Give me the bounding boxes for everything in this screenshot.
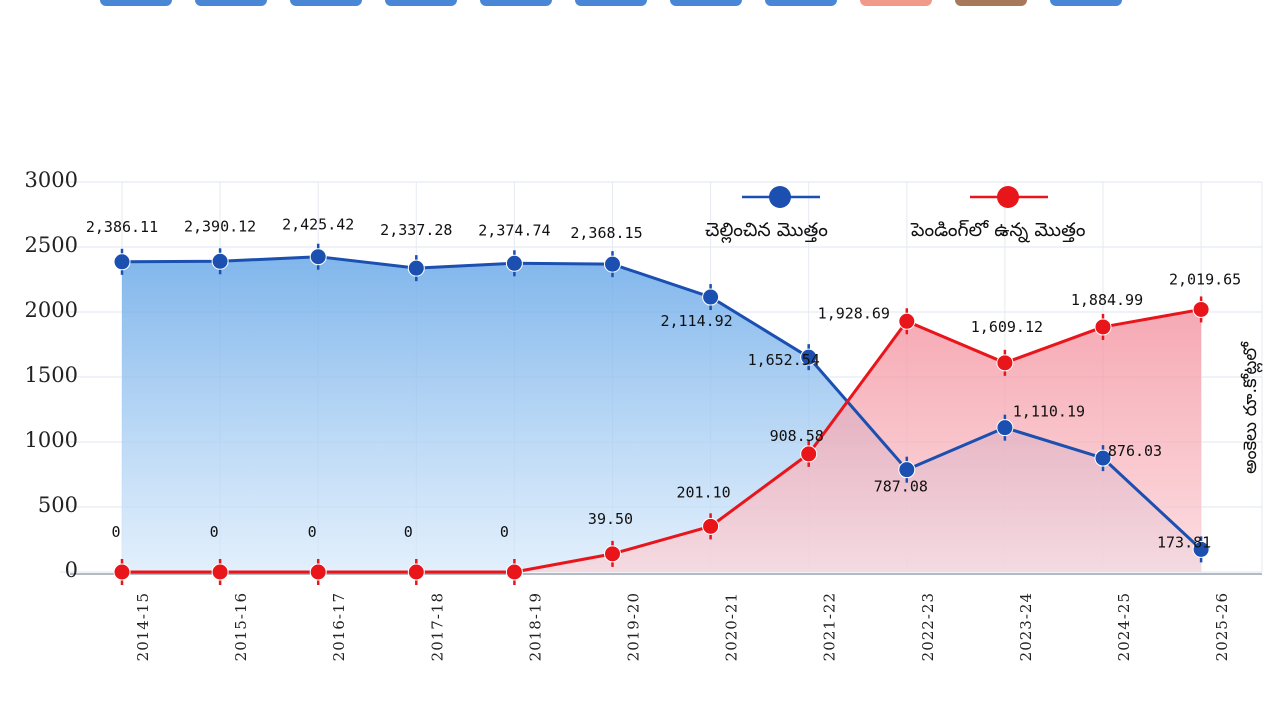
data-point xyxy=(1094,318,1112,336)
data-point xyxy=(898,461,916,479)
series-points xyxy=(113,243,1210,585)
x-tick-label: 2024-25 xyxy=(1115,592,1133,661)
x-tick-label: 2023-24 xyxy=(1017,592,1035,661)
series-line xyxy=(121,255,1203,551)
y-axis: 3000 2500 2000 1500 1000 500 0 xyxy=(25,168,78,582)
data-point xyxy=(702,288,720,306)
legend-swatch-marker xyxy=(997,186,1019,208)
top-strip-tile xyxy=(385,0,457,6)
data-label: 2,368.15 xyxy=(570,224,642,242)
data-label: 1,110.19 xyxy=(1013,403,1085,421)
top-strip-tile xyxy=(955,0,1027,6)
data-point xyxy=(702,517,720,535)
data-label: 39.50 xyxy=(588,510,633,528)
data-label: 2,374.74 xyxy=(478,221,550,239)
top-strip-tile xyxy=(195,0,267,6)
data-point xyxy=(407,259,425,277)
data-point xyxy=(1192,540,1210,558)
x-tick-label: 2025-26 xyxy=(1213,592,1231,661)
data-label: 2,425.42 xyxy=(282,216,354,234)
x-tick-label: 2015-16 xyxy=(232,592,250,661)
data-label: 1,652.54 xyxy=(748,351,820,369)
x-tick-label: 2022-23 xyxy=(919,592,937,661)
top-strip-tile xyxy=(670,0,742,6)
legend: చెల్లించిన మొత్తం పెండింగ్‌లో ఉన్న మొత్తం xyxy=(705,186,1086,244)
y-tick-label: 0 xyxy=(65,558,78,582)
y-tick-label: 1000 xyxy=(25,428,78,452)
data-label: 0 xyxy=(111,523,120,541)
data-point xyxy=(309,248,327,266)
data-point xyxy=(604,545,621,563)
data-point xyxy=(505,254,523,272)
data-label: 0 xyxy=(500,523,509,541)
data-label: 1,928.69 xyxy=(818,304,890,322)
top-color-strip xyxy=(0,0,1280,10)
data-label: 201.10 xyxy=(677,483,731,501)
top-strip-tile xyxy=(860,0,932,6)
x-tick-label: 2017-18 xyxy=(428,592,446,661)
y-tick-label: 500 xyxy=(38,493,78,517)
series-line xyxy=(122,307,1202,574)
data-point xyxy=(211,252,229,270)
top-strip-tile xyxy=(100,0,172,6)
top-strip-tile xyxy=(575,0,647,6)
x-tick-label: 2016-17 xyxy=(330,592,348,661)
x-axis: 2014-15 2015-16 2016-17 2017-18 2018-19 2019-… xyxy=(134,592,1231,661)
data-label: 876.03 xyxy=(1108,442,1162,460)
top-strip-tile xyxy=(1050,0,1122,6)
top-strip-tile xyxy=(765,0,837,6)
data-label: 1,609.12 xyxy=(971,318,1043,336)
top-strip-tile xyxy=(480,0,552,6)
x-tick-label: 2021-22 xyxy=(821,592,839,661)
data-point xyxy=(1192,300,1210,318)
data-point xyxy=(113,253,131,271)
data-point xyxy=(800,348,818,366)
data-label: 2,114.92 xyxy=(660,312,732,330)
y-tick-label: 2500 xyxy=(25,233,78,257)
data-point xyxy=(1094,449,1112,467)
data-point xyxy=(898,312,916,330)
series-lines xyxy=(121,255,1203,574)
legend-label: చెల్లించిన మొత్తం xyxy=(705,219,828,244)
legend-label: పెండింగ్‌లో ఉన్న మొత్తం xyxy=(910,219,1086,243)
data-point xyxy=(407,563,425,581)
data-point xyxy=(505,563,523,581)
x-tick-label: 2020-21 xyxy=(723,592,741,661)
data-label: 173.81 xyxy=(1157,533,1211,551)
data-label: 2,386.11 xyxy=(86,218,158,236)
x-tick-label: 2018-19 xyxy=(526,592,544,661)
data-label: 2,337.28 xyxy=(380,221,452,239)
x-tick-label: 2014-15 xyxy=(134,592,152,661)
series-area xyxy=(122,309,1202,572)
data-point xyxy=(800,445,818,463)
data-label: 0 xyxy=(210,523,219,541)
data-point xyxy=(113,563,131,581)
data-label: 1,884.99 xyxy=(1071,291,1143,309)
y-tick-label: 3000 xyxy=(25,168,78,192)
data-point xyxy=(996,354,1014,372)
legend-swatch-marker xyxy=(769,186,791,208)
data-point xyxy=(309,563,327,581)
series-areas xyxy=(122,256,1202,572)
data-label: 908.58 xyxy=(770,427,824,445)
data-label: 2,390.12 xyxy=(184,217,256,235)
data-label: 0 xyxy=(404,523,413,541)
y-tick-label: 1500 xyxy=(25,363,78,387)
y-unit-label: అంకెలు రూ.కోట్లలో xyxy=(1240,341,1263,474)
data-label: 2,019.65 xyxy=(1169,270,1241,288)
data-label: 787.08 xyxy=(874,478,928,496)
x-tick-label: 2019-20 xyxy=(625,592,643,661)
top-strip-tile xyxy=(290,0,362,6)
data-point xyxy=(211,563,229,581)
data-point xyxy=(996,419,1014,437)
data-labels: 2,386.11 2,390.12 2,425.42 2,337.28 2,374.74… xyxy=(86,216,1241,552)
data-point xyxy=(604,255,621,273)
y-tick-label: 2000 xyxy=(25,298,78,322)
data-label: 0 xyxy=(308,523,317,541)
